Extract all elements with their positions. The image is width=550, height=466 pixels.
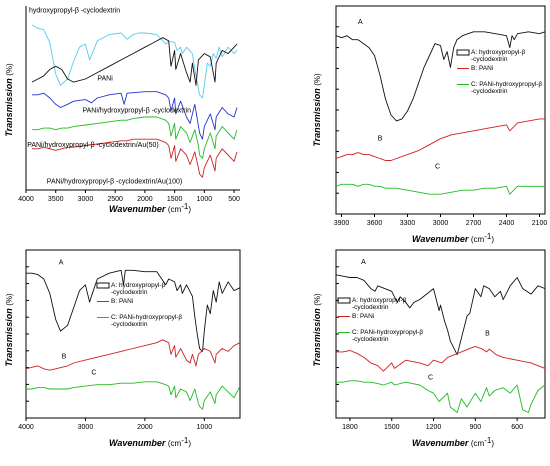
chart-panel-4: 1800 1500 1200 900 600 Wavenumber (cm-1) Trans… bbox=[312, 249, 546, 448]
series-line-b bbox=[26, 339, 240, 371]
series-line-a bbox=[336, 274, 545, 356]
series-line-pani-hydroxy bbox=[31, 138, 238, 178]
x-tick-label: 1800 bbox=[342, 424, 358, 431]
series-line-c bbox=[26, 381, 240, 410]
x-tick-label: 500 bbox=[228, 196, 240, 203]
annotation-label: B bbox=[378, 136, 383, 143]
x-tick-label: 4000 bbox=[18, 424, 34, 431]
x-tick-label: 2100 bbox=[532, 220, 548, 227]
x-tick-label: 3000 bbox=[78, 424, 94, 431]
annotation-label: A bbox=[361, 259, 366, 266]
chart-panel-3: 4000 3000 2000 1000 Wavenumber (cm-1) Transmi… bbox=[4, 249, 241, 448]
x-tick-label: 3900 bbox=[334, 220, 350, 227]
x-tick-label: 1000 bbox=[197, 424, 213, 431]
plot-frame bbox=[335, 5, 546, 215]
x-tick-label: 2400 bbox=[499, 220, 515, 227]
x-tick-label: 3600 bbox=[367, 220, 383, 227]
x-tick-label: 3000 bbox=[433, 220, 449, 227]
annotation-label: PANi bbox=[97, 76, 113, 83]
series-line-pani-hydroxy bbox=[31, 91, 238, 140]
annotation-label: B bbox=[62, 354, 67, 361]
legend-entry-label: B: PANi bbox=[471, 65, 493, 72]
x-axis-title: Wavenumber (cm-1) bbox=[412, 232, 494, 244]
annotation-label: C bbox=[91, 370, 96, 377]
legend: A: hydroxypropyl-β -cyclodextrin B: PANi C:… bbox=[456, 49, 542, 95]
y-axis-title: Transmission (%) bbox=[312, 73, 322, 147]
y-axis-title: Transmission (%) bbox=[312, 293, 322, 367]
chart-panel-1: 4000 3500 3000 2500 2000 1500 1000 500 Wavenumbe… bbox=[4, 6, 240, 214]
annotation-label: hydroxypropyl-β -cyclodextrin bbox=[29, 7, 120, 14]
annotation-label: A bbox=[59, 259, 64, 266]
x-axis-title: Wavenumber (cm-1) bbox=[109, 202, 191, 214]
x-tick-label: 3000 bbox=[78, 196, 94, 203]
x-tick-label: 2000 bbox=[137, 424, 153, 431]
legend-swatch bbox=[456, 49, 470, 56]
legend: A: hydroxypropyl-β -cyclodextrin B: PANi C:… bbox=[96, 282, 182, 328]
legend-entry-label: C: PANi-hydroxypropyl-β -cyclodextrin bbox=[471, 81, 542, 95]
x-axis-title: Wavenumber (cm-1) bbox=[412, 436, 494, 448]
legend-entry-label: B: PANi bbox=[111, 298, 133, 305]
legend-entry-label: B: PANi bbox=[352, 313, 374, 320]
x-tick-label: 1200 bbox=[426, 424, 442, 431]
x-tick-label: 600 bbox=[511, 424, 523, 431]
annotation-label: C bbox=[428, 374, 433, 381]
annotation-label: PANi/hydroxypropyl-β -cyclodextrin/Au(50… bbox=[27, 142, 159, 149]
series-line-b bbox=[336, 345, 545, 372]
series-line-c bbox=[336, 183, 545, 195]
legend-swatch bbox=[96, 282, 110, 289]
legend-entry-label: C: PANi-hydroxypropyl-β -cyclodextrin bbox=[352, 329, 423, 343]
legend-swatch bbox=[337, 297, 351, 304]
annotation-label: B bbox=[485, 330, 490, 337]
x-tick-label: 3300 bbox=[400, 220, 416, 227]
series-line-c bbox=[336, 380, 545, 413]
plot-frame bbox=[25, 249, 241, 419]
series-line-b bbox=[336, 118, 545, 161]
x-axis-title: Wavenumber (cm-1) bbox=[109, 436, 191, 448]
legend-entry-label: A: hydroxypropyl-β -cyclodextrin bbox=[471, 49, 526, 63]
legend-entry-label: A: hydroxypropyl-β -cyclodextrin bbox=[111, 282, 166, 296]
y-axis-title: Transmission (%) bbox=[4, 293, 14, 367]
series-line-pani-hydroxy bbox=[31, 116, 238, 159]
x-tick-label: 4000 bbox=[18, 196, 34, 203]
legend-entry-label: A: hydroxypropyl-β -cyclodextrin bbox=[352, 297, 407, 311]
x-tick-label: 2500 bbox=[107, 196, 123, 203]
series-line-a bbox=[26, 269, 240, 352]
legend: A: hydroxypropyl-β -cyclodextrin B: PANi C:… bbox=[337, 297, 423, 343]
annotation-label: PANi/hydroxypropyl-β -cyclodextrin/Au(10… bbox=[47, 179, 182, 186]
chart-panel-2: 3900 3600 3300 3000 2700 2400 2100 Wavenumber (… bbox=[312, 5, 548, 244]
annotation-label: C bbox=[435, 163, 440, 170]
annotation-label: A bbox=[358, 19, 363, 26]
x-tick-label: 900 bbox=[469, 424, 481, 431]
series-line-pani bbox=[31, 37, 238, 86]
legend-entry-label: C: PANi-hydroxypropyl-β -cyclodextrin bbox=[111, 314, 182, 328]
series-line-a bbox=[336, 31, 545, 122]
annotation-label: PANi/hydroxypropyl-β -cyclodextrin bbox=[82, 107, 191, 114]
x-tick-label: 2700 bbox=[466, 220, 482, 227]
series-line-hydroxypropy bbox=[31, 24, 238, 99]
x-tick-label: 2000 bbox=[137, 196, 153, 203]
y-axis-title: Transmission (%) bbox=[4, 63, 14, 137]
x-tick-label: 1500 bbox=[384, 424, 400, 431]
x-tick-label: 3500 bbox=[48, 196, 64, 203]
x-tick-label: 1500 bbox=[167, 196, 183, 203]
x-tick-label: 1000 bbox=[197, 196, 213, 203]
